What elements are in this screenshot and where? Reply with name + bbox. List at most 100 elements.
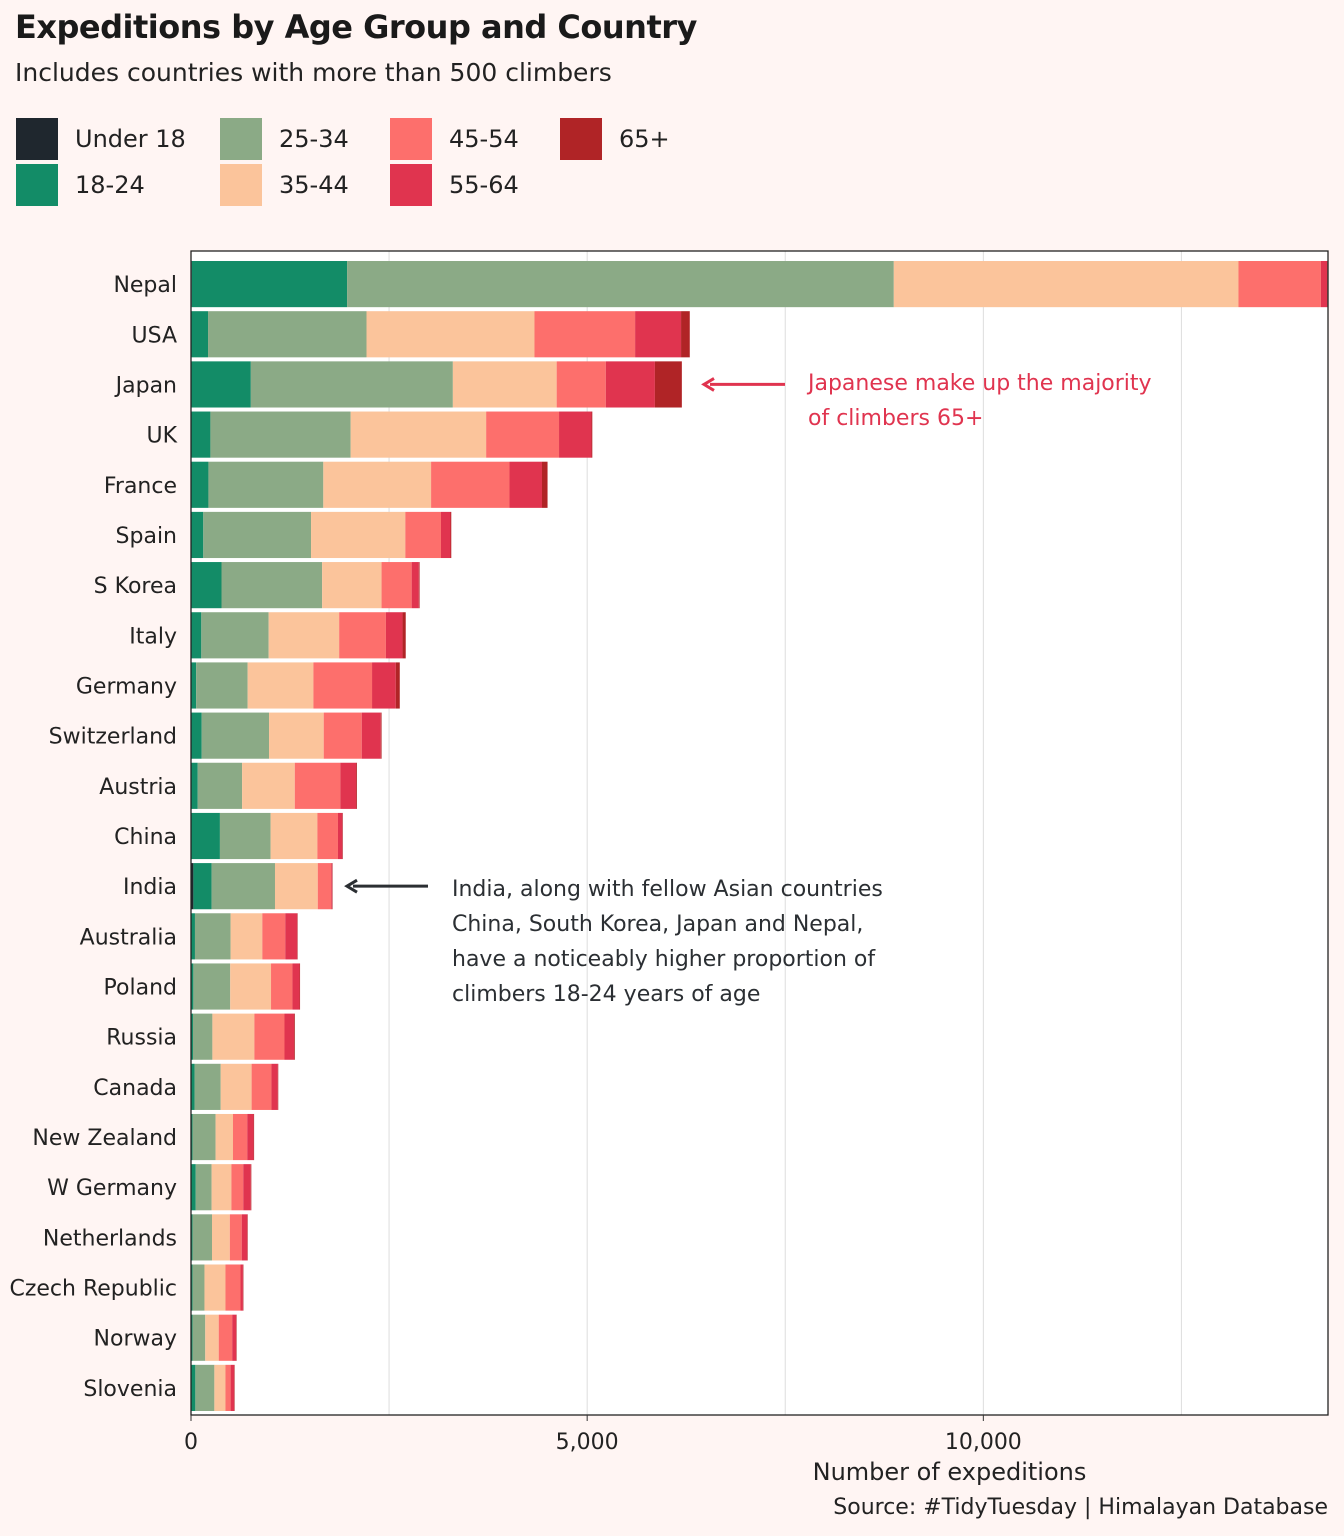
bar-italy-18-24 — [191, 612, 202, 659]
legend-swatch — [390, 118, 432, 160]
bar-usa-45-54 — [534, 311, 636, 358]
bar-slovenia-45-54 — [225, 1364, 231, 1411]
legend-label: 18-24 — [75, 171, 145, 199]
y-tick-label: USA — [131, 323, 177, 348]
bar-india-55-64 — [331, 863, 333, 910]
bar-canada-25-34 — [194, 1063, 221, 1110]
chart-subtitle: Includes countries with more than 500 cl… — [15, 58, 612, 87]
bar-spain-18-24 — [191, 511, 204, 559]
legend-item-35-44: 35-44 — [220, 164, 349, 206]
x-tick-label: 0 — [184, 1430, 198, 1455]
x-tick-label: 10,000 — [945, 1430, 1022, 1455]
bar-poland-55-64 — [292, 963, 300, 1010]
bar-nepal-18-24 — [191, 261, 348, 308]
y-tick-label: UK — [146, 424, 177, 449]
bar-czech-republic-55-64 — [240, 1264, 243, 1311]
bar-w-germany-55-64 — [243, 1164, 251, 1211]
bar-czech-republic-18-24 — [191, 1264, 193, 1311]
y-tick-label: India — [123, 875, 177, 900]
bar-uk-55-64 — [559, 411, 592, 458]
bar-uk-35-44 — [350, 411, 487, 458]
y-tick-label: Norway — [94, 1327, 177, 1352]
bar-japan-65 — [654, 361, 682, 408]
bar-russia-45-54 — [254, 1013, 285, 1060]
bar-italy-55-64 — [385, 612, 403, 659]
bar-russia-25-34 — [192, 1013, 213, 1060]
bar-netherlands-65 — [247, 1214, 248, 1261]
bar-poland-35-44 — [230, 963, 272, 1010]
bar-spain-55-64 — [440, 511, 451, 559]
bar-germany-55-64 — [372, 662, 396, 709]
bar-india-25-34 — [211, 863, 275, 910]
legend-label: 35-44 — [279, 171, 349, 199]
y-tick-label: France — [104, 474, 177, 499]
y-tick-label: Netherlands — [43, 1226, 177, 1251]
japan-annotation-arrow-head — [701, 377, 715, 392]
bar-germany-35-44 — [247, 662, 314, 709]
bar-netherlands-45-54 — [229, 1214, 242, 1261]
bar-nepal-55-64 — [1320, 261, 1328, 308]
bar-australia-35-44 — [230, 913, 263, 960]
bar-nepal-45-54 — [1238, 261, 1321, 308]
bar-china-35-44 — [270, 812, 318, 860]
legend-swatch — [220, 164, 262, 206]
bar-canada-55-64 — [271, 1063, 278, 1110]
bar-new-zealand-35-44 — [215, 1113, 233, 1161]
legend-swatch — [560, 118, 602, 160]
bar-w-germany-45-54 — [231, 1164, 244, 1211]
bar-china-55-64 — [337, 812, 343, 860]
bar-w-germany-18-24 — [191, 1164, 196, 1211]
bar-czech-republic-45-54 — [225, 1264, 241, 1311]
bar-nepal-35-44 — [893, 261, 1239, 308]
legend-label: 25-34 — [279, 125, 349, 153]
y-tick-label: Germany — [76, 674, 177, 699]
bar-s-korea-18-24 — [191, 562, 222, 609]
y-tick-label: Spain — [116, 524, 177, 549]
bar-w-germany-25-34 — [195, 1164, 212, 1211]
bar-australia-65 — [297, 913, 298, 960]
y-tick-label: Australia — [80, 925, 177, 950]
bar-usa-65 — [681, 311, 690, 358]
bar-norway-25-34 — [192, 1314, 206, 1361]
bar-austria-55-64 — [340, 762, 357, 809]
bar-switzerland-25-34 — [201, 712, 270, 759]
bar-czech-republic-65 — [242, 1264, 244, 1311]
bar-germany-18-24 — [191, 662, 197, 709]
y-tick-label: Russia — [106, 1026, 177, 1051]
bar-switzerland-65 — [380, 712, 382, 759]
y-tick-label: Czech Republic — [9, 1277, 177, 1302]
japan-annotation: Japanese make up the majority of climber… — [808, 371, 1152, 431]
y-tick-label: Canada — [93, 1076, 177, 1101]
bar-france-25-34 — [208, 461, 324, 508]
bar-usa-55-64 — [635, 311, 682, 358]
bar-norway-55-64 — [232, 1314, 237, 1361]
bar-netherlands-55-64 — [241, 1214, 248, 1261]
y-tick-label: Switzerland — [49, 725, 177, 750]
legend-swatch — [16, 118, 58, 160]
bar-italy-25-34 — [201, 612, 269, 659]
bar-japan-55-64 — [605, 361, 655, 408]
bar-uk-25-34 — [210, 411, 351, 458]
y-tick-label: S Korea — [94, 574, 177, 599]
y-tick-label: Italy — [129, 624, 177, 649]
bar-spain-65 — [450, 511, 452, 559]
bar-w-germany-65 — [250, 1164, 252, 1211]
bar-austria-25-34 — [197, 762, 243, 809]
bar-norway-18-24 — [191, 1314, 193, 1361]
bar-india-65 — [332, 863, 333, 910]
bar-poland-25-34 — [193, 963, 231, 1010]
bar-australia-18-24 — [191, 913, 195, 960]
bar-uk-45-54 — [486, 411, 560, 458]
bar-italy-65 — [402, 612, 406, 659]
legend-swatch — [220, 118, 262, 160]
bar-new-zealand-55-64 — [247, 1113, 254, 1161]
bar-china-25-34 — [219, 812, 271, 860]
bar-japan-45-54 — [556, 361, 606, 408]
bar-japan-35-44 — [452, 361, 557, 408]
legend-item-18-24: 18-24 — [16, 164, 145, 206]
bar-spain-45-54 — [405, 511, 441, 559]
bar-norway-65 — [236, 1314, 237, 1361]
bar-china-65 — [342, 812, 343, 860]
bar-usa-25-34 — [208, 311, 367, 358]
bar-netherlands-35-44 — [211, 1214, 230, 1261]
